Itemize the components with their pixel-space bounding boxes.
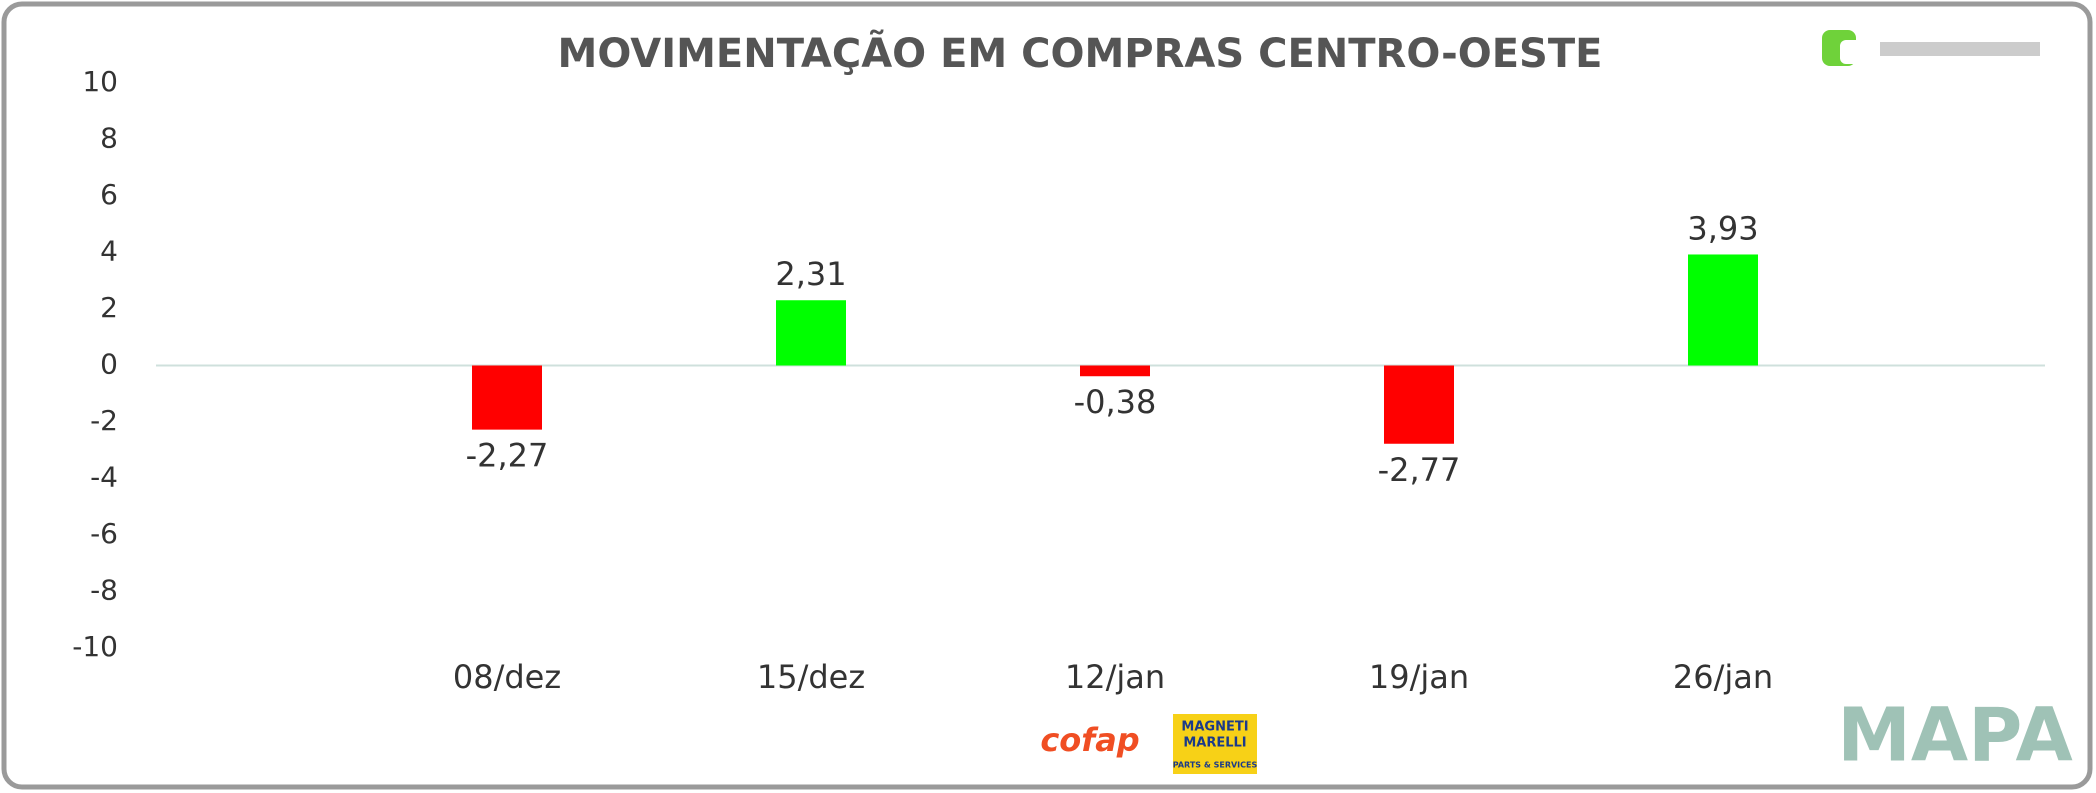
x-tick-label: 12/jan bbox=[1065, 658, 1165, 696]
value-label: -2,77 bbox=[1378, 451, 1461, 489]
y-tick-label: 8 bbox=[100, 122, 118, 155]
x-tick-label: 08/dez bbox=[453, 658, 561, 696]
value-label: -2,27 bbox=[466, 437, 549, 475]
y-tick-label: -10 bbox=[72, 630, 118, 663]
y-tick-label: 4 bbox=[100, 235, 118, 268]
x-tick-label: 19/jan bbox=[1369, 658, 1469, 696]
y-tick-label: -4 bbox=[90, 461, 118, 494]
bar bbox=[1384, 365, 1454, 444]
y-tick-label: 6 bbox=[100, 178, 118, 211]
bar bbox=[1080, 365, 1150, 377]
sponsor-box bbox=[1173, 714, 1257, 774]
value-label: 3,93 bbox=[1687, 209, 1758, 247]
x-tick-label: 15/dez bbox=[757, 658, 865, 696]
y-tick-label: 2 bbox=[100, 291, 118, 324]
y-tick-label: -8 bbox=[90, 574, 118, 607]
sponsor-text: PARTS & SERVICES bbox=[1173, 761, 1258, 770]
y-tick-label: 0 bbox=[100, 348, 118, 381]
value-label: 2,31 bbox=[775, 255, 846, 293]
bar bbox=[1688, 254, 1758, 366]
sponsor-text: MAGNETI bbox=[1181, 720, 1248, 735]
sponsor-cofap: cofap bbox=[1040, 721, 1139, 759]
bar bbox=[776, 300, 846, 366]
top-logo bbox=[1822, 30, 2040, 66]
y-tick-label: 10 bbox=[82, 65, 118, 98]
chart-title: MOVIMENTAÇÃO EM COMPRAS CENTRO-OESTE bbox=[558, 28, 1603, 77]
y-tick-label: -2 bbox=[90, 404, 118, 437]
plot: -10 -8 -6 -4 -2 0 2 4 6 8 10 08/dez -2,27 15/dez 2,31 1… bbox=[72, 65, 2045, 696]
value-label: -0,38 bbox=[1074, 383, 1157, 421]
sponsor-text: MARELLI bbox=[1183, 736, 1246, 751]
bar bbox=[472, 365, 542, 430]
brand-logo: MAPA bbox=[1837, 693, 2073, 779]
x-tick-label: 26/jan bbox=[1673, 658, 1773, 696]
y-tick-label: -6 bbox=[90, 517, 118, 550]
